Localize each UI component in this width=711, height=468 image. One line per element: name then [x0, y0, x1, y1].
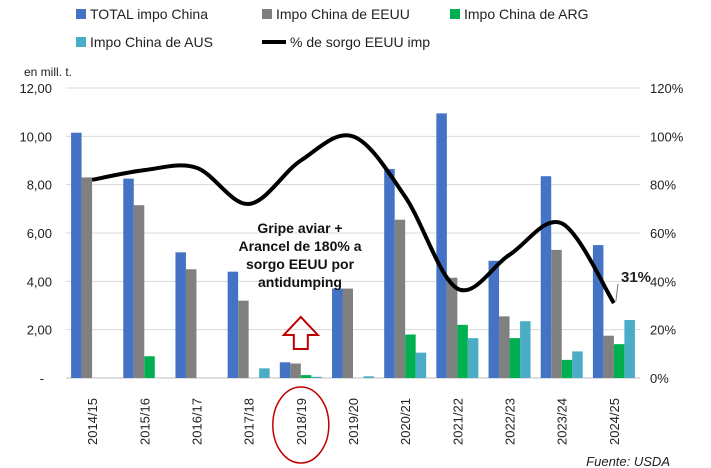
bar-total-impo-china [71, 132, 82, 378]
bar-total-impo-china [279, 362, 291, 378]
bar-impo-china-de-aus [259, 368, 270, 378]
bar-impo-china-de-eeuu [133, 205, 145, 378]
x-tick-label: 2018/19 [294, 398, 309, 445]
x-tick-label: 2022/23 [503, 398, 518, 445]
y-axis-label: en mill. t. [24, 65, 72, 79]
y-tick-label: 2,00 [27, 323, 52, 338]
bar-impo-china-de-arg [509, 338, 521, 378]
legend-label: Impo China de AUS [90, 34, 213, 50]
x-tick-label: 2020/21 [398, 398, 413, 445]
x-tick-label: 2015/16 [137, 398, 152, 445]
bar-total-impo-china [332, 288, 343, 378]
note-text: Gripe aviar + [257, 220, 342, 236]
last-value-label: 31% [621, 269, 651, 286]
legend-label: % de sorgo EEUU imp [290, 34, 430, 50]
highlight-circle [272, 386, 330, 464]
y2-tick-label: 40% [650, 274, 676, 289]
bar-total-impo-china [436, 113, 447, 378]
bar-total-impo-china [123, 178, 134, 378]
y2-tick-label: 0% [650, 371, 669, 386]
bar-impo-china-de-eeuu [81, 177, 93, 378]
bar-impo-china-de-arg [144, 356, 155, 378]
y2-tick-label: 60% [650, 226, 676, 241]
legend-label: Impo China de ARG [464, 6, 589, 22]
bar-impo-china-de-aus [415, 352, 427, 378]
y-tick-label: 10,00 [19, 129, 52, 144]
bar-impo-china-de-arg [405, 334, 416, 378]
bar-impo-china-de-eeuu [394, 219, 406, 378]
bar-impo-china-de-aus [520, 321, 531, 378]
y-tick-label: 8,00 [27, 178, 52, 193]
x-tick-label: 2016/17 [189, 398, 204, 445]
y2-tick-label: 120% [650, 81, 684, 96]
note-text: sorgo EEUU por [246, 256, 355, 272]
bar-impo-china-de-aus [363, 376, 374, 378]
note-text: Arancel de 180% a [239, 238, 362, 254]
bar-impo-china-de-eeuu [185, 269, 197, 378]
leader-line [615, 283, 619, 302]
bar-total-impo-china [488, 260, 500, 378]
bar-impo-china-de-aus [624, 320, 635, 378]
bar-impo-china-de-arg [457, 324, 468, 378]
bar-impo-china-de-arg [300, 375, 312, 378]
x-tick-label: 2017/18 [242, 398, 257, 445]
bar-total-impo-china [540, 176, 552, 378]
legend-label: Impo China de EEUU [276, 6, 410, 22]
bar-total-impo-china [592, 245, 604, 378]
bar-impo-china-de-eeuu [446, 277, 458, 378]
bar-impo-china-de-arg [613, 344, 625, 378]
y2-tick-label: 20% [650, 323, 676, 338]
legend-swatch [76, 9, 86, 19]
bar-impo-china-de-eeuu [290, 363, 301, 378]
y2-tick-label: 80% [650, 178, 676, 193]
bar-impo-china-de-eeuu [342, 288, 353, 378]
source-label: Fuente: USDA [586, 454, 670, 468]
bar-total-impo-china [384, 168, 395, 378]
bar-impo-china-de-aus [467, 338, 479, 378]
x-tick-label: 2019/20 [346, 398, 361, 445]
bar-impo-china-de-eeuu [603, 335, 614, 378]
note-text: antidumping [258, 274, 342, 290]
bar-impo-china-de-aus [311, 376, 322, 378]
x-tick-label: 2014/15 [85, 398, 100, 445]
x-tick-label: 2024/25 [607, 398, 622, 445]
legend-label: TOTAL impo China [90, 6, 208, 22]
y-tick-label: 4,00 [27, 274, 52, 289]
bar-impo-china-de-eeuu [238, 300, 249, 378]
legend-swatch [262, 9, 272, 19]
y-tick-label: - [40, 371, 44, 386]
bar-impo-china-de-aus [572, 351, 583, 378]
line-pct-sorgo-eeuu [91, 133, 616, 305]
up-arrow-icon [281, 315, 321, 350]
bar-total-impo-china [227, 271, 239, 378]
legend-swatch [450, 9, 460, 19]
bar-impo-china-de-arg [561, 359, 573, 378]
y2-tick-label: 100% [650, 129, 684, 144]
bar-impo-china-de-eeuu [499, 316, 510, 378]
bar-total-impo-china [175, 252, 186, 378]
y-tick-label: 12,00 [19, 81, 52, 96]
x-tick-label: 2021/22 [450, 398, 465, 445]
x-tick-label: 2023/24 [555, 398, 570, 445]
legend-swatch [76, 37, 86, 47]
y-tick-label: 6,00 [27, 226, 52, 241]
bar-impo-china-de-eeuu [551, 249, 562, 378]
